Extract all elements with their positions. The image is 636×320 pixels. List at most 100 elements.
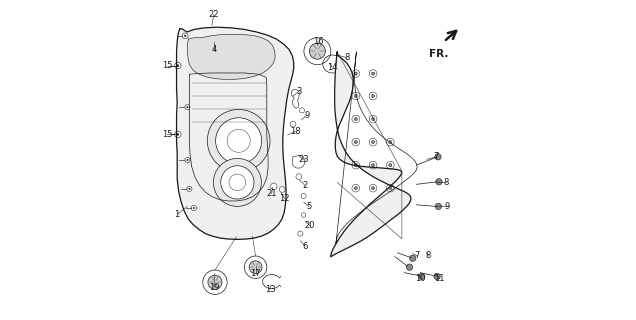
Text: 8: 8 [425, 252, 431, 260]
Text: 3: 3 [296, 87, 301, 96]
Circle shape [370, 92, 377, 100]
Text: 7: 7 [415, 252, 420, 260]
Text: 23: 23 [298, 156, 309, 164]
Text: 20: 20 [305, 221, 315, 230]
Circle shape [184, 35, 186, 37]
Circle shape [191, 205, 197, 211]
Circle shape [296, 174, 301, 180]
Text: 2: 2 [303, 181, 308, 190]
Polygon shape [188, 34, 275, 79]
Circle shape [354, 164, 357, 167]
Circle shape [177, 133, 179, 136]
Circle shape [435, 203, 441, 210]
Text: 9: 9 [304, 111, 310, 120]
Text: 1: 1 [174, 210, 180, 219]
Circle shape [370, 115, 377, 123]
Text: 21: 21 [266, 189, 277, 198]
Circle shape [389, 164, 392, 167]
Circle shape [207, 109, 270, 172]
Text: 11: 11 [434, 274, 445, 283]
Circle shape [352, 92, 359, 100]
Circle shape [300, 108, 305, 113]
Circle shape [354, 117, 357, 121]
Circle shape [175, 131, 181, 138]
Circle shape [371, 140, 375, 144]
Text: FR.: FR. [429, 49, 448, 59]
Circle shape [309, 43, 326, 59]
Text: 5: 5 [307, 202, 312, 211]
Circle shape [370, 70, 377, 77]
Circle shape [183, 33, 188, 39]
Circle shape [418, 273, 425, 280]
Circle shape [389, 187, 392, 190]
Circle shape [185, 105, 190, 110]
Circle shape [371, 187, 375, 190]
Circle shape [221, 166, 254, 199]
Circle shape [371, 117, 375, 121]
Circle shape [371, 164, 375, 167]
Text: 17: 17 [251, 269, 261, 278]
Text: 16: 16 [313, 37, 323, 46]
Text: 8: 8 [443, 178, 448, 187]
Text: 10: 10 [415, 274, 425, 283]
Circle shape [370, 161, 377, 169]
Circle shape [187, 186, 192, 191]
Circle shape [371, 94, 375, 98]
Circle shape [193, 207, 195, 209]
Text: 18: 18 [290, 127, 301, 136]
Text: 7: 7 [434, 152, 439, 161]
Circle shape [216, 118, 261, 164]
Circle shape [434, 273, 440, 280]
Circle shape [435, 154, 441, 160]
Text: 4: 4 [211, 45, 217, 54]
Circle shape [354, 140, 357, 144]
Circle shape [410, 255, 416, 261]
Circle shape [213, 158, 261, 206]
Circle shape [298, 231, 303, 236]
Circle shape [290, 121, 296, 127]
Circle shape [186, 106, 188, 108]
Circle shape [352, 161, 359, 169]
Circle shape [354, 187, 357, 190]
Text: 13: 13 [265, 285, 275, 294]
Circle shape [387, 184, 394, 192]
Circle shape [203, 270, 227, 294]
Circle shape [177, 64, 179, 67]
Circle shape [249, 261, 262, 274]
Polygon shape [292, 90, 300, 108]
Circle shape [387, 161, 394, 169]
Circle shape [389, 140, 392, 144]
Text: 22: 22 [209, 10, 219, 19]
Circle shape [371, 72, 375, 75]
Circle shape [186, 159, 188, 161]
Polygon shape [177, 27, 294, 239]
Text: 12: 12 [279, 194, 289, 203]
Polygon shape [293, 155, 305, 168]
Circle shape [352, 138, 359, 146]
Circle shape [352, 115, 359, 123]
Circle shape [354, 72, 357, 75]
Text: 14: 14 [327, 63, 338, 72]
Circle shape [370, 184, 377, 192]
Circle shape [271, 183, 277, 189]
Circle shape [370, 138, 377, 146]
Text: 19: 19 [209, 284, 219, 292]
Text: 15: 15 [162, 61, 172, 70]
Circle shape [279, 187, 285, 192]
Text: 8: 8 [344, 53, 350, 62]
Circle shape [406, 264, 413, 270]
Polygon shape [331, 52, 411, 257]
Text: 9: 9 [445, 202, 450, 211]
Circle shape [352, 70, 359, 77]
Text: 15: 15 [162, 130, 172, 139]
Circle shape [304, 38, 331, 65]
Circle shape [301, 213, 306, 217]
Text: 6: 6 [303, 242, 308, 251]
Circle shape [208, 275, 222, 289]
Circle shape [352, 184, 359, 192]
Circle shape [175, 62, 181, 69]
Circle shape [185, 157, 190, 163]
Circle shape [354, 94, 357, 98]
Circle shape [301, 193, 306, 198]
Circle shape [188, 188, 190, 190]
